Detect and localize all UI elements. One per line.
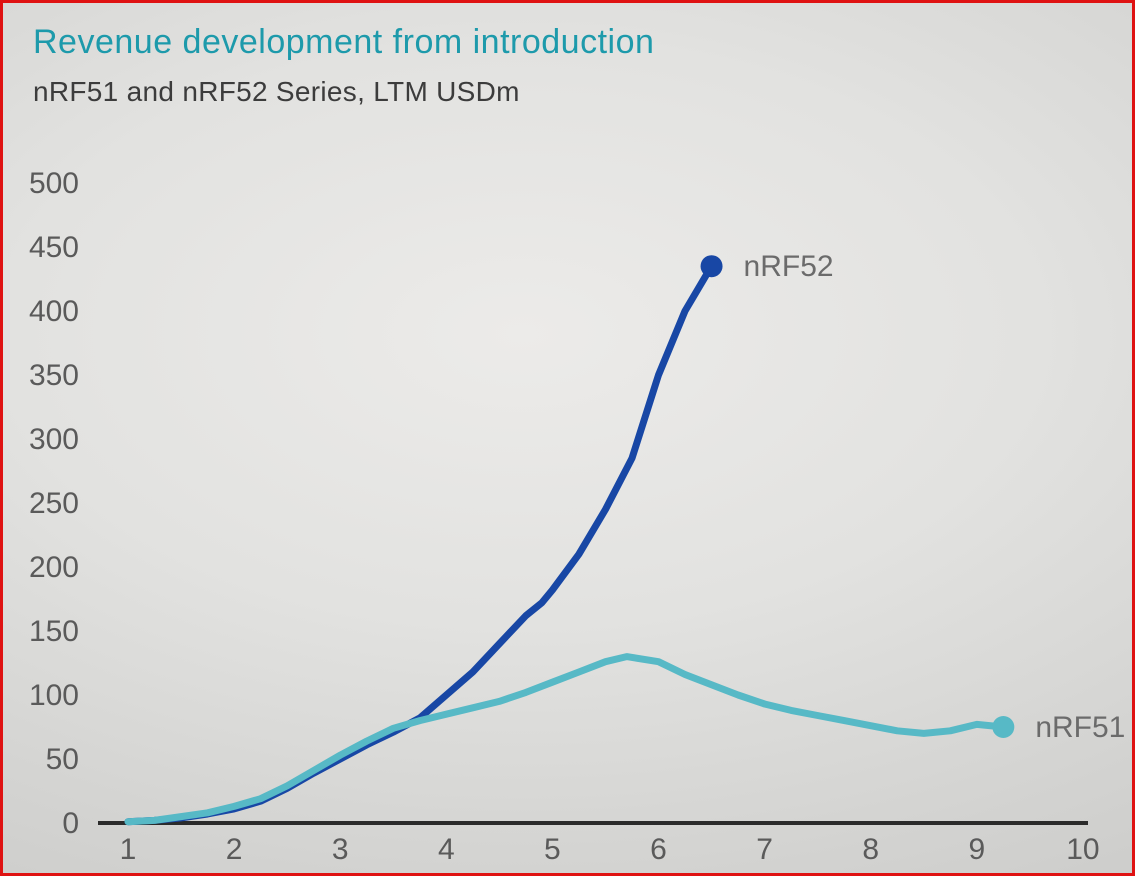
y-axis-tick-label: 50 — [46, 743, 79, 776]
y-axis-tick-label: 0 — [62, 807, 79, 840]
x-axis-tick-label: 3 — [332, 833, 349, 866]
y-axis-tick-label: 400 — [29, 295, 79, 328]
x-axis-tick-label: 1 — [120, 833, 137, 866]
chart-subtitle: nRF51 and nRF52 Series, LTM USDm — [33, 76, 520, 107]
y-axis-tick-label: 250 — [29, 487, 79, 520]
nrf51-series-label: nRF51 — [1035, 711, 1125, 744]
chart-header: Revenue development from introduction nR… — [33, 23, 654, 108]
x-axis-tick-label: 9 — [968, 833, 985, 866]
x-axis-tick-label: 10 — [1066, 833, 1099, 866]
x-axis-tick-label: 5 — [544, 833, 561, 866]
nrf52-series-label: nRF52 — [744, 250, 834, 283]
y-axis-tick-label: 200 — [29, 551, 79, 584]
x-axis-tick-label: 8 — [862, 833, 879, 866]
x-axis-tick-label: 6 — [650, 833, 667, 866]
y-axis-tick-label: 350 — [29, 359, 79, 392]
nrf52-end-marker — [700, 255, 723, 278]
x-axis-tick-label: 2 — [226, 833, 243, 866]
nrf51-line — [124, 653, 1007, 826]
x-axis-tick-label: 4 — [438, 833, 455, 866]
y-axis-tick-label: 450 — [29, 231, 79, 264]
y-axis-tick-label: 500 — [29, 167, 79, 200]
y-axis-tick-label: 150 — [29, 615, 79, 648]
nrf51-end-marker — [992, 716, 1015, 738]
nrf52-line — [124, 262, 715, 826]
x-axis-tick-label: 7 — [756, 833, 773, 866]
chart-title: Revenue development from introduction — [33, 23, 655, 61]
y-axis-tick-label: 300 — [29, 423, 79, 456]
y-axis-tick-label: 100 — [29, 679, 79, 712]
